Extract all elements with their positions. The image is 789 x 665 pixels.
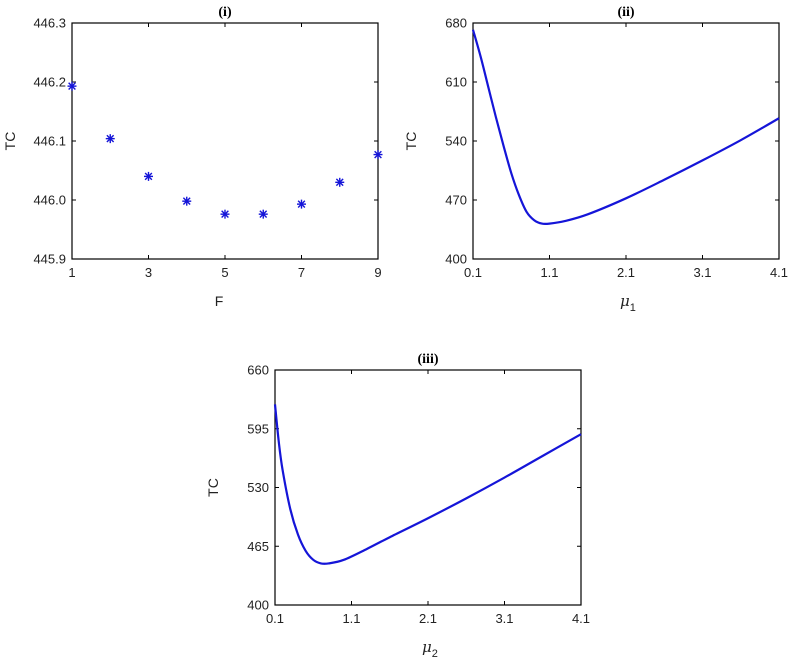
panel-iii-x-axis-subscript: 2	[432, 648, 438, 660]
panel-iii-y-tick-label: 530	[247, 480, 269, 495]
panel-ii-x-tick-label: 4.1	[770, 265, 788, 280]
panel-ii-y-axis-label: TC	[403, 132, 419, 151]
panel-ii-x-axis-subscript: 1	[630, 302, 636, 314]
panel-i-x-tick-label: 3	[145, 265, 152, 280]
data-point	[297, 199, 306, 209]
data-point	[335, 177, 345, 187]
panel-iii-y-tick-label: 400	[247, 598, 269, 613]
panel-ii-x-tick-label: 2.1	[617, 265, 635, 280]
panel-iii-x-tick-label: 4.1	[572, 611, 590, 626]
panel-iii-series-line	[273, 404, 582, 565]
panel-iii-y-tick-label: 660	[247, 363, 269, 378]
panel-i-x-tick-label: 5	[221, 265, 228, 280]
panel-ii-y-tick-label: 470	[445, 193, 467, 208]
data-point	[144, 171, 153, 181]
panel-i-y-tick-label: 445.9	[33, 252, 66, 267]
panel-iii: (iii) TC μ2 0.1 1.1 2.1 3.1 4.1 400 465 530 595 6…	[205, 352, 590, 660]
panel-i-title: (i)	[218, 5, 232, 20]
panel-i-y-tick-label: 446.2	[33, 75, 66, 90]
panel-iii-x-tick-label: 1.1	[342, 611, 360, 626]
panel-i-x-tick-label: 9	[374, 265, 381, 280]
panel-i-x-tick-label: 7	[298, 265, 305, 280]
panel-i-x-axis-label: F	[215, 293, 224, 309]
data-point	[373, 150, 383, 160]
panel-ii-x-axis-symbol: μ	[620, 292, 630, 310]
panel-ii-x-tick-label: 3.1	[693, 265, 711, 280]
panel-i-y-tick-label: 446.1	[33, 134, 66, 149]
panel-i-plot-frame	[71, 22, 379, 260]
panel-ii-x-axis-label: μ1	[620, 292, 636, 314]
data-point	[105, 134, 115, 144]
panel-ii-title: (ii)	[617, 5, 634, 20]
panel-i-y-tick-label: 446.3	[33, 16, 66, 31]
panel-ii-y-tick-label: 680	[445, 16, 467, 31]
panel-i-y-axis-label: TC	[2, 132, 18, 151]
panel-ii-x-tick-label: 0.1	[464, 265, 482, 280]
panel-i: (i) TC F 1 3 5 7 9 445.9 446.0 446.1 446.2 446.3	[2, 5, 383, 309]
data-point	[258, 209, 268, 219]
panel-i-y-tick-label: 446.0	[33, 193, 66, 208]
data-point	[67, 81, 77, 91]
panel-iii-title: (iii)	[418, 352, 439, 367]
panel-ii-y-tick-label: 540	[445, 134, 467, 149]
panel-iii-x-axis-symbol: μ	[422, 638, 432, 656]
panel-iii-y-tick-label: 595	[247, 421, 269, 436]
panel-ii: (ii) TC μ1 0.1 1.1 2.1 3.1 4.1 400 470 540 610 68…	[403, 5, 788, 314]
panel-ii-series-line	[471, 29, 780, 226]
panel-ii-y-tick-label: 400	[445, 252, 467, 267]
panel-ii-x-tick-label: 1.1	[540, 265, 558, 280]
panel-iii-plot-frame	[274, 369, 582, 606]
panel-iii-x-tick-label: 2.1	[419, 611, 437, 626]
data-point	[182, 196, 192, 206]
panel-iii-x-tick-label: 0.1	[266, 611, 284, 626]
panel-ii-plot-frame	[472, 22, 780, 260]
panel-iii-y-tick-label: 465	[247, 539, 269, 554]
panel-i-x-tick-label: 1	[68, 265, 75, 280]
data-point	[220, 209, 230, 219]
panel-ii-y-tick-label: 610	[445, 75, 467, 90]
panel-iii-y-axis-label: TC	[205, 478, 221, 497]
panel-iii-x-tick-label: 3.1	[495, 611, 513, 626]
panel-iii-x-axis-label: μ2	[422, 638, 438, 660]
